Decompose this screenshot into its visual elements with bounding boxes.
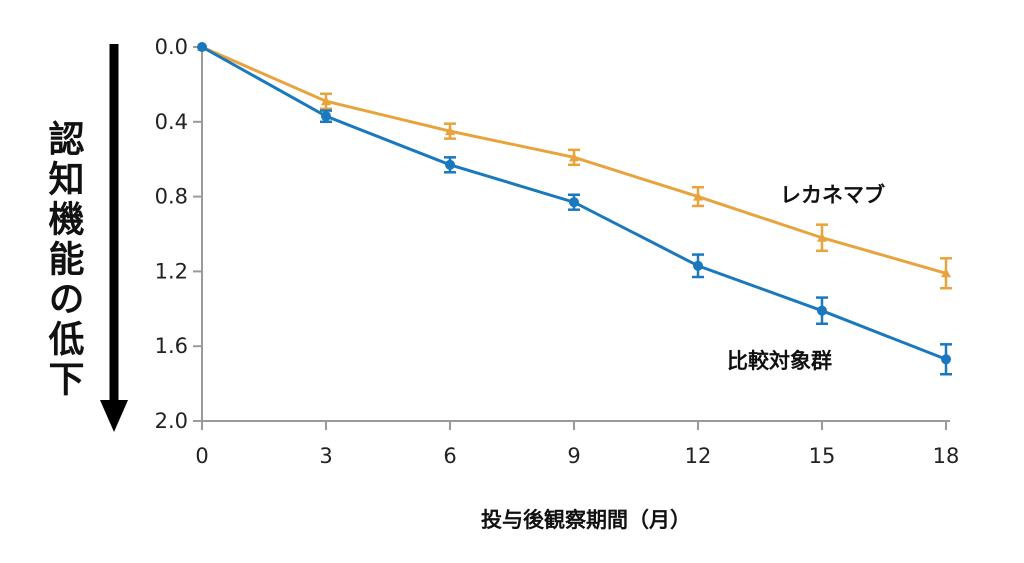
x-tick-label: 9 <box>567 444 580 468</box>
data-point <box>817 232 827 242</box>
data-point <box>941 354 951 365</box>
data-point <box>321 111 331 122</box>
data-point <box>445 126 455 136</box>
series-lecanemab <box>197 42 952 290</box>
data-point <box>693 260 703 271</box>
data-point <box>693 191 703 201</box>
y-ticks: 0.0 0.4 0.8 1.2 1.6 2.0 <box>155 35 202 433</box>
y-tick-label: 0.0 <box>155 35 188 59</box>
y-tick-label: 2.0 <box>155 409 188 433</box>
data-point <box>569 152 579 162</box>
y-tick-label: 0.4 <box>155 110 188 134</box>
data-point <box>321 96 331 106</box>
x-tick-label: 18 <box>933 444 960 468</box>
y-tick-label: 0.8 <box>155 185 188 209</box>
x-ticks: 0 3 6 9 12 15 18 <box>195 421 959 468</box>
series-label-lecanemab: レカネマブ <box>780 183 885 207</box>
data-point <box>941 268 951 278</box>
x-tick-label: 0 <box>195 444 208 468</box>
x-tick-label: 3 <box>319 444 332 468</box>
data-point <box>445 159 455 170</box>
series-control <box>197 42 952 376</box>
y-tick-label: 1.2 <box>155 259 188 283</box>
x-tick-label: 12 <box>685 444 712 468</box>
x-axis-label: 投与後観察期間（月） <box>481 508 691 532</box>
data-point <box>817 305 827 316</box>
y-axis-arrow <box>100 44 128 432</box>
y-tick-label: 1.6 <box>155 334 188 358</box>
series-layer <box>197 42 952 376</box>
data-point <box>569 197 579 208</box>
series-label-control: 比較対象群 <box>727 349 832 373</box>
x-tick-label: 6 <box>443 444 456 468</box>
data-point <box>197 42 207 52</box>
y-axis-label: 認知機能の低下 <box>43 120 85 400</box>
x-tick-label: 15 <box>809 444 836 468</box>
axes <box>201 47 950 422</box>
